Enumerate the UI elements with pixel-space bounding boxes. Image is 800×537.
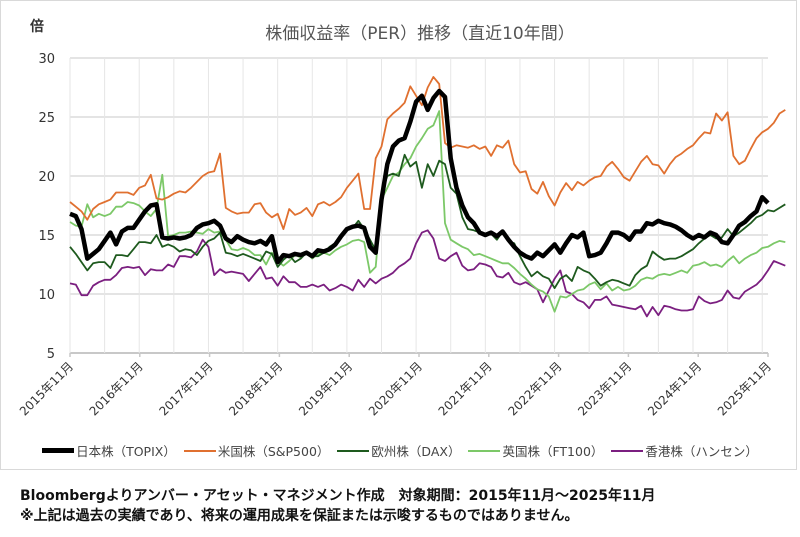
- series-line-2: [69, 153, 786, 290]
- x-tick-label: 2025年11月: [715, 359, 774, 418]
- y-axis-ticks: 30 25 20 15 10 5: [38, 52, 55, 362]
- y-tick-label: 20: [38, 170, 55, 185]
- y-tick-label: 5: [47, 347, 55, 362]
- footer-notes: Bloombergよりアンバー・アセット・マネジメント作成 対象期間：2015年…: [20, 486, 656, 526]
- legend-item: 香港株（ハンセン）: [611, 441, 758, 460]
- x-tick-label: 2024年11月: [645, 359, 704, 418]
- y-tick-label: 30: [38, 52, 55, 67]
- chart-legend: 日本株（TOPIX） 米国株（S&P500） 欧州株（DAX） 英国株（FT100） 香…: [0, 441, 800, 460]
- legend-swatch: [183, 449, 216, 452]
- x-tick-label: 2018年11月: [226, 359, 285, 418]
- chart-title: 株価収益率（PER）推移（直近10年間）: [265, 24, 575, 44]
- series-line-4: [69, 229, 786, 318]
- series-lines: [69, 76, 786, 318]
- x-tick-label: 2016年11月: [87, 359, 146, 418]
- y-tick-label: 10: [38, 288, 55, 303]
- x-tick-label: 2023年11月: [575, 359, 634, 418]
- disclaimer-note: ※上記は過去の実績であり、将来の運用成果を保証または示唆するものではありません。: [20, 508, 579, 524]
- y-axis-unit-label: 倍: [30, 19, 44, 35]
- legend-item: 日本株（TOPIX）: [42, 441, 176, 460]
- source-note: Bloombergよりアンバー・アセット・マネジメント作成 対象期間：2015年…: [20, 488, 656, 504]
- series-line-1: [69, 76, 786, 231]
- x-tick-label: 2021年11月: [436, 359, 495, 418]
- x-tick-label: 2022年11月: [505, 359, 564, 418]
- series-line-0: [69, 88, 770, 265]
- legend-label: 香港株（ハンセン）: [645, 444, 758, 459]
- x-tick-label: 2019年11月: [296, 359, 355, 418]
- y-tick-label: 15: [38, 229, 55, 244]
- legend-label: 米国株（S&P500）: [217, 444, 330, 459]
- x-tick-label: 2020年11月: [366, 359, 425, 418]
- legend-item: 英国株（FT100）: [468, 441, 603, 460]
- legend-item: 欧州株（DAX）: [337, 441, 460, 460]
- series-line-3: [69, 110, 786, 313]
- legend-swatch: [42, 448, 75, 453]
- x-tick-label: 2015年11月: [17, 359, 76, 418]
- legend-swatch: [611, 449, 644, 452]
- legend-label: 日本株（TOPIX）: [76, 444, 176, 459]
- legend-label: 欧州株（DAX）: [371, 444, 461, 459]
- legend-swatch: [468, 449, 501, 452]
- legend-item: 米国株（S&P500）: [183, 441, 330, 460]
- line-chart: 30 25 20 15 10 5 2015年11月 2016年11月 2017年11月 2018…: [17, 52, 786, 418]
- legend-label: 英国株（FT100）: [502, 444, 604, 459]
- x-tick-label: 2017年11月: [156, 359, 215, 418]
- y-tick-label: 25: [38, 111, 55, 126]
- legend-swatch: [337, 449, 370, 452]
- x-axis-ticks: 2015年11月 2016年11月 2017年11月 2018年11月 2019年11月…: [17, 353, 774, 418]
